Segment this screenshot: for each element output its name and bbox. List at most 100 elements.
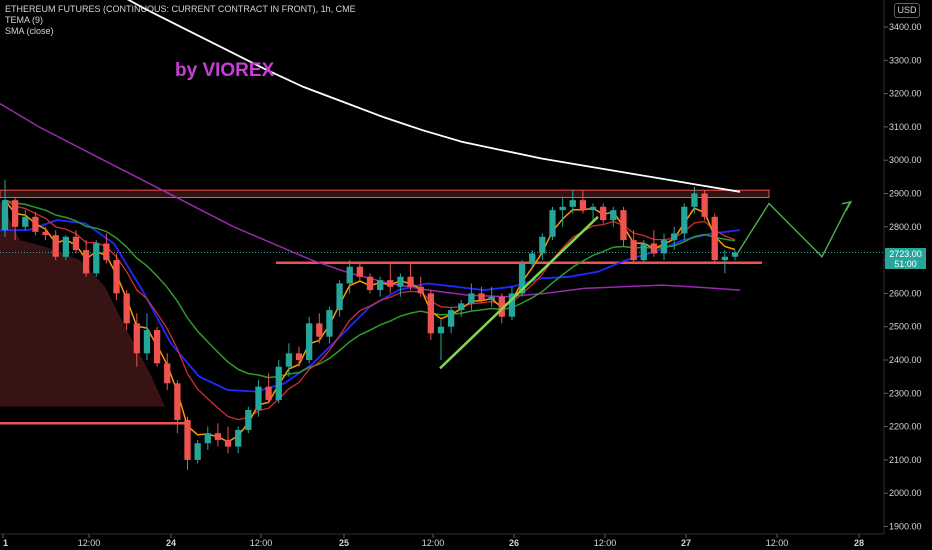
candle-body bbox=[204, 433, 211, 444]
y-tick-label: 3300.00 bbox=[889, 55, 922, 65]
candle-body bbox=[559, 206, 566, 211]
candle-body bbox=[285, 353, 293, 367]
y-tick-label: 2300.00 bbox=[889, 388, 922, 398]
candle-body bbox=[691, 193, 698, 207]
y-tick-label: 3000.00 bbox=[889, 155, 922, 165]
candle-body bbox=[133, 323, 140, 354]
y-tick-label: 2100.00 bbox=[889, 455, 922, 465]
x-tick-label: 27 bbox=[681, 538, 691, 548]
candle-body bbox=[194, 443, 201, 460]
x-tick-label: 12:00 bbox=[250, 538, 273, 548]
candle-body bbox=[346, 266, 353, 284]
candle-body bbox=[123, 293, 130, 324]
candle-body bbox=[427, 293, 434, 334]
candle-body bbox=[103, 243, 110, 261]
candle-body bbox=[52, 235, 59, 257]
candle-body bbox=[214, 433, 222, 440]
y-tick-label: 3100.00 bbox=[889, 122, 922, 132]
x-tick-label: 12:00 bbox=[422, 538, 445, 548]
x-tick-label: 26 bbox=[509, 538, 519, 548]
candle-body bbox=[62, 236, 69, 257]
candle-body bbox=[650, 243, 658, 254]
ma-green-line bbox=[4, 199, 736, 379]
candle-body bbox=[356, 266, 364, 277]
candle-body bbox=[579, 200, 587, 211]
y-tick-label: 2200.00 bbox=[889, 422, 922, 432]
candle-body bbox=[468, 293, 475, 304]
candle-body bbox=[569, 200, 576, 207]
candle-body bbox=[417, 286, 424, 294]
sma-long-line bbox=[126, 0, 741, 193]
candle-body bbox=[22, 216, 29, 227]
tema-indicator-label[interactable]: TEMA (9) bbox=[5, 15, 44, 25]
candle-body bbox=[82, 250, 90, 274]
candle-body bbox=[681, 206, 688, 234]
candle-body bbox=[295, 353, 303, 360]
candle-body bbox=[174, 383, 181, 420]
candle-body bbox=[447, 310, 455, 327]
candle-body bbox=[539, 236, 546, 254]
candle-body bbox=[93, 243, 100, 274]
current-price-value: 2723.00 bbox=[889, 249, 922, 259]
candle-body bbox=[671, 233, 678, 241]
candle-body bbox=[153, 330, 161, 364]
candle-body bbox=[731, 252, 739, 257]
sma-purple-line bbox=[0, 102, 741, 298]
candle-body bbox=[265, 386, 272, 400]
candle-body bbox=[498, 296, 505, 317]
candle-body bbox=[660, 240, 668, 254]
candle-body bbox=[184, 419, 191, 460]
candle-body bbox=[1, 200, 9, 231]
bar-countdown: 51:00 bbox=[894, 259, 917, 269]
x-tick-label: 25 bbox=[339, 538, 349, 548]
candle-body bbox=[143, 330, 151, 354]
bearish-zone bbox=[0, 200, 165, 407]
candle-body bbox=[620, 210, 627, 241]
candle-body bbox=[326, 310, 333, 337]
y-tick-label: 2500.00 bbox=[889, 322, 922, 332]
symbol-title: ETHEREUM FUTURES (CONTINUOUS: CURRENT CO… bbox=[5, 4, 356, 14]
candle-body bbox=[11, 200, 19, 227]
candle-body bbox=[316, 323, 323, 337]
y-tick-label: 2800.00 bbox=[889, 222, 922, 232]
candle-body bbox=[275, 366, 282, 400]
candle-body bbox=[397, 276, 404, 287]
x-tick-label: 12:00 bbox=[594, 538, 617, 548]
candle-body bbox=[549, 210, 556, 237]
resistance-zone bbox=[0, 189, 770, 198]
author-watermark: by VIOREX bbox=[175, 60, 275, 81]
y-tick-label: 3200.00 bbox=[889, 89, 922, 99]
candle-body bbox=[478, 293, 485, 301]
candle-body bbox=[376, 280, 384, 291]
x-tick-label: 12:00 bbox=[78, 538, 101, 548]
candle-body bbox=[600, 206, 607, 221]
candle-body bbox=[366, 276, 374, 291]
candle-body bbox=[508, 293, 516, 317]
x-tick-label: 24 bbox=[166, 538, 176, 548]
projection-path bbox=[737, 201, 851, 258]
candle-body bbox=[458, 303, 465, 311]
candle-body bbox=[529, 253, 536, 264]
projection-arrowhead bbox=[841, 200, 853, 212]
candle-body bbox=[437, 326, 445, 334]
candle-body bbox=[589, 206, 597, 211]
candle-body bbox=[640, 243, 647, 261]
candle-body bbox=[32, 216, 39, 232]
candle-body bbox=[630, 240, 637, 261]
sma-indicator-label[interactable]: SMA (close) bbox=[5, 26, 54, 36]
candle-body bbox=[711, 216, 718, 261]
x-tick-label: 12:00 bbox=[766, 538, 789, 548]
y-tick-label: 3400.00 bbox=[889, 22, 922, 32]
currency-badge[interactable]: USD bbox=[894, 3, 920, 18]
candle-body bbox=[701, 193, 708, 217]
chart-legend: ETHEREUM FUTURES (CONTINUOUS: CURRENT CO… bbox=[5, 4, 356, 37]
x-tick-label: 28 bbox=[854, 538, 864, 548]
candle-body bbox=[164, 363, 171, 384]
candle-body bbox=[518, 263, 526, 294]
current-price-tag: 2723.00 51:00 bbox=[885, 248, 926, 269]
candle-body bbox=[488, 296, 495, 301]
x-tick-label: 1 bbox=[3, 538, 8, 548]
candle-body bbox=[387, 280, 394, 287]
candle-body bbox=[224, 439, 232, 447]
